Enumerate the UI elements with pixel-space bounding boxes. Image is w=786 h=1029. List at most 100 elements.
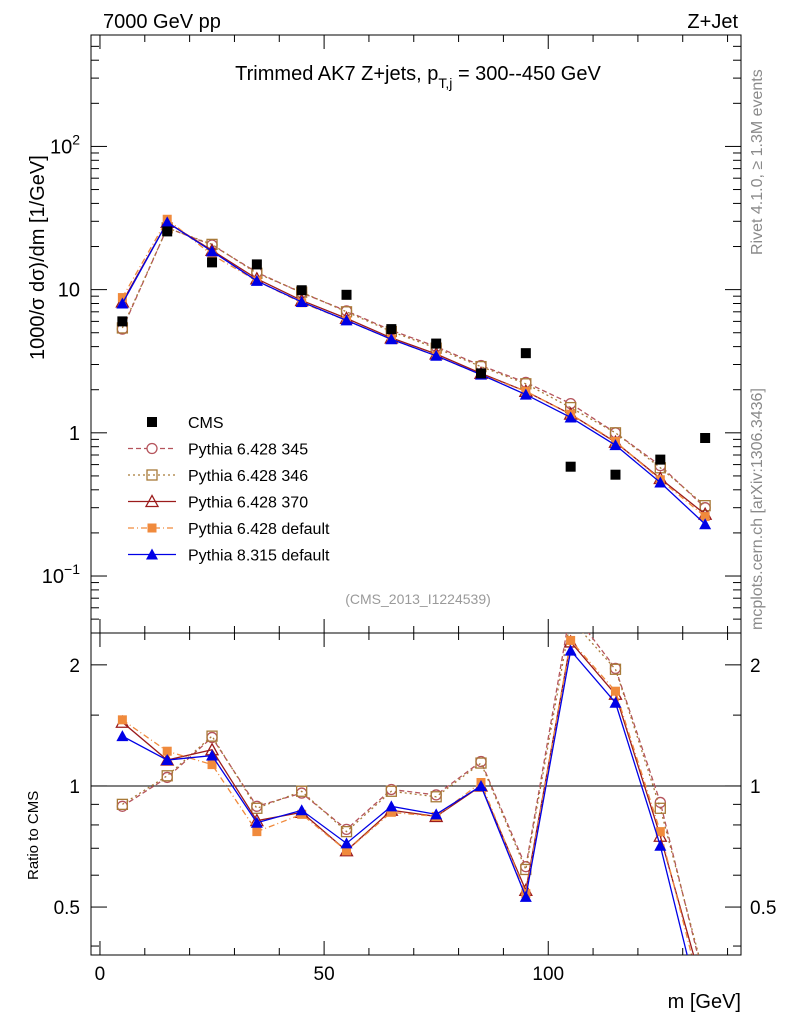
data-point-cms — [207, 257, 218, 268]
legend-marker — [147, 417, 157, 427]
data-point-cms — [565, 461, 576, 472]
legend-marker — [146, 442, 158, 455]
main-series — [115, 214, 713, 530]
ratio-point-pythia-6-428-default — [610, 686, 620, 696]
series-line-pythia-6-428-346 — [121, 227, 706, 507]
series-point-pythia-6-428-default — [700, 512, 710, 522]
legend-marker — [146, 548, 158, 560]
ratio-point-pythia-6-428-346 — [340, 825, 353, 838]
x-tick-label: 0 — [95, 964, 106, 985]
ratio-point-pythia-8-315-default — [654, 839, 667, 851]
ratio-tick-label: 0.5 — [54, 898, 80, 919]
series-point-pythia-8-315-default — [519, 388, 532, 400]
ratio-tick-label: 1 — [69, 777, 80, 798]
y-tick-label: 10−1 — [42, 561, 80, 588]
ratio-panel-frame — [90, 632, 742, 956]
series-line-pythia-6-428-370 — [121, 221, 706, 515]
header-right: Z+Jet — [687, 11, 738, 33]
chart-title-tail: = 300--450 GeV — [452, 63, 601, 85]
ratio-line-pythia-8-315-default — [122, 649, 688, 955]
legend-label: Pythia 8.315 default — [188, 548, 330, 565]
ratio-point-pythia-6-428-346 — [296, 785, 308, 797]
data-point-cms — [117, 316, 128, 327]
series-point-pythia-8-315-default — [609, 439, 622, 451]
series-point-pythia-8-315-default — [564, 411, 577, 423]
y-tick-label: 10 — [58, 280, 80, 302]
data-point-cms — [476, 368, 486, 379]
ratio-point-pythia-6-428-default — [655, 827, 665, 837]
series-point-pythia-8-315-default — [116, 297, 129, 309]
series-point-pythia-8-315-default — [699, 518, 712, 530]
ratio-tick-label-right: 1 — [750, 777, 761, 798]
ratio-point-pythia-6-428-346 — [206, 730, 218, 742]
ratio-point-pythia-6-428-346 — [161, 770, 173, 782]
ratio-point-pythia-8-315-default — [385, 800, 398, 812]
data-point-cms — [162, 226, 173, 237]
ratio-line-pythia-6-428-default — [122, 638, 693, 955]
series-point-pythia-8-315-default — [385, 333, 398, 345]
mcplots-label: mcplots.cern.ch [arXiv:1306.3436] — [749, 388, 766, 630]
ratio-tick-label-right: 0.5 — [750, 898, 776, 919]
legend-marker — [147, 523, 157, 533]
chart-title: Trimmed AK7 Z+jets, pT,j = 300--450 GeV — [235, 63, 601, 91]
chart-title-sub: T,j — [438, 75, 452, 91]
series-point-pythia-8-315-default — [250, 274, 263, 286]
ratio-series — [115, 633, 700, 955]
data-point-cms — [520, 348, 531, 359]
axis-ticks: 0 50 100 10−1 1 10 102 0.5 0.5 1 1 2 2 — [42, 34, 776, 985]
ratio-point-pythia-6-428-346 — [385, 785, 397, 797]
data-point-cms — [655, 454, 666, 465]
legend-label: Pythia 6.428 346 — [188, 468, 308, 485]
legend-label: Pythia 6.428 345 — [188, 442, 308, 459]
ratio-point-pythia-6-428-346 — [430, 791, 442, 803]
ratio-series-group — [115, 633, 700, 955]
ratio-tick-label: 2 — [69, 656, 80, 677]
ratio-point-pythia-8-315-default — [250, 816, 263, 828]
ratio-line-pythia-6-428-370 — [121, 640, 695, 955]
ratio-point-pythia-6-428-default — [566, 635, 576, 645]
legend-marker — [144, 494, 160, 508]
data-point-cms — [296, 285, 307, 296]
series-point-pythia-8-315-default — [430, 349, 443, 361]
ratio-line-pythia-6-428-345 — [122, 633, 699, 955]
x-axis-label: m [GeV] — [668, 991, 741, 1013]
series-point-pythia-8-315-default — [161, 216, 174, 228]
ratio-point-pythia-6-428-default — [252, 827, 262, 837]
x-tick-label: 50 — [314, 964, 335, 985]
legend-marker — [146, 469, 158, 481]
ratio-point-pythia-8-315-default — [475, 779, 487, 791]
series-point-pythia-8-315-default — [654, 476, 667, 488]
data-point-cms — [251, 259, 262, 270]
ratio-point-pythia-8-315-default — [295, 804, 308, 816]
ratio-point-pythia-8-315-default — [609, 696, 622, 708]
ratio-point-pythia-8-315-default — [519, 890, 532, 902]
series-point-pythia-8-315-default — [295, 295, 308, 307]
ratio-point-pythia-6-428-346 — [475, 757, 487, 769]
ratio-point-pythia-8-315-default — [161, 754, 174, 766]
ratio-point-pythia-6-428-345 — [340, 823, 353, 836]
legend: CMS Pythia 6.428 345 Pythia 6.428 346 Pythi… — [128, 415, 330, 565]
data-point-cms — [431, 338, 442, 349]
ratio-point-pythia-6-428-default — [386, 807, 396, 817]
ratio-point-pythia-6-428-default — [117, 715, 127, 725]
ratio-point-pythia-8-315-default — [116, 730, 129, 742]
header-left: 7000 GeV pp — [103, 11, 221, 33]
ratio-point-pythia-8-315-default — [564, 644, 577, 656]
ratio-point-pythia-8-315-default — [340, 837, 353, 849]
legend-label: CMS — [188, 415, 224, 432]
data-point-cms — [610, 469, 621, 480]
y-axis-label: 1000/σ dσ)/dm [1/GeV] — [27, 155, 49, 360]
legend-label: Pythia 6.428 370 — [188, 495, 308, 512]
series-line-pythia-8-315-default — [121, 221, 706, 525]
data-point-cms — [341, 289, 352, 300]
y-tick-label: 1 — [69, 423, 80, 445]
ratio-point-pythia-8-315-default — [206, 749, 219, 761]
rivet-label: Rivet 4.1.0, ≥ 1.3M events — [749, 69, 766, 255]
ratio-point-pythia-6-428-default — [207, 760, 217, 770]
series-point-pythia-6-428-346 — [699, 500, 711, 512]
series-line-pythia-6-428-345 — [121, 227, 706, 509]
ratio-axis-label: Ratio to CMS — [25, 791, 42, 880]
x-tick-label: 100 — [532, 964, 564, 985]
